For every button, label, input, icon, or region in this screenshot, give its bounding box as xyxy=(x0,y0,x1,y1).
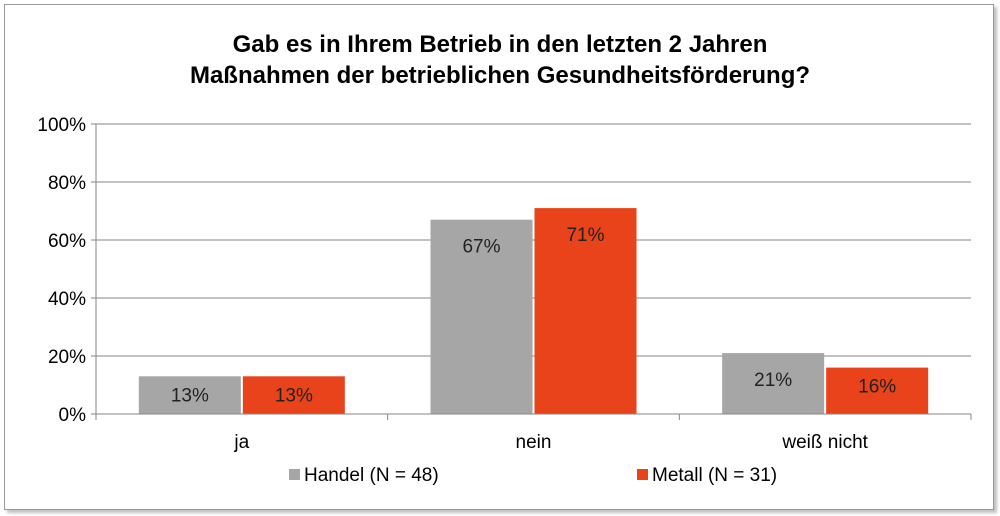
data-label: 21% xyxy=(754,370,792,391)
data-labels: 13% 67% 21% 13% 71% 16% xyxy=(171,225,896,406)
bar-chart: Gab es in Ihrem Betrieb in den letzten 2… xyxy=(37,31,972,486)
x-tick-label: weiß nicht xyxy=(781,432,868,453)
bars xyxy=(138,208,929,414)
data-label: 13% xyxy=(275,385,313,406)
gridlines xyxy=(96,123,971,357)
legend-swatch xyxy=(289,469,300,480)
bar xyxy=(722,353,825,414)
y-tick-label: 60% xyxy=(48,231,86,252)
legend-label: Handel (N = 48) xyxy=(304,465,439,486)
y-axis-ticks: 0% 20% 40% 60% 80% 100% xyxy=(37,115,96,426)
chart-title-line-1: Gab es in Ihrem Betrieb in den letzten 2… xyxy=(233,31,768,58)
x-tick-label: ja xyxy=(233,432,249,453)
y-tick-label: 40% xyxy=(48,289,86,310)
data-label: 67% xyxy=(462,237,500,258)
bar xyxy=(242,376,345,414)
chart-title-line-2: Maßnahmen der betrieblichen Gesundheitsf… xyxy=(190,62,810,89)
bar xyxy=(138,376,241,414)
chart-title: Gab es in Ihrem Betrieb in den letzten 2… xyxy=(190,31,810,89)
y-tick-label: 20% xyxy=(48,347,86,368)
data-label: 16% xyxy=(858,377,896,398)
legend-label: Metall (N = 31) xyxy=(652,465,777,486)
y-tick-label: 100% xyxy=(37,115,86,136)
data-label: 13% xyxy=(171,385,209,406)
y-tick-label: 80% xyxy=(48,173,86,194)
x-axis: ja nein weiß nicht xyxy=(95,124,972,453)
bar xyxy=(534,208,637,414)
data-label: 71% xyxy=(566,225,604,246)
legend-swatch xyxy=(637,469,648,480)
legend: Handel (N = 48) Metall (N = 31) xyxy=(289,465,777,486)
bar xyxy=(826,367,929,414)
bar xyxy=(430,219,533,414)
chart-frame: Gab es in Ihrem Betrieb in den letzten 2… xyxy=(4,4,994,510)
y-tick-label: 0% xyxy=(59,405,87,426)
x-tick-label: nein xyxy=(516,432,552,453)
